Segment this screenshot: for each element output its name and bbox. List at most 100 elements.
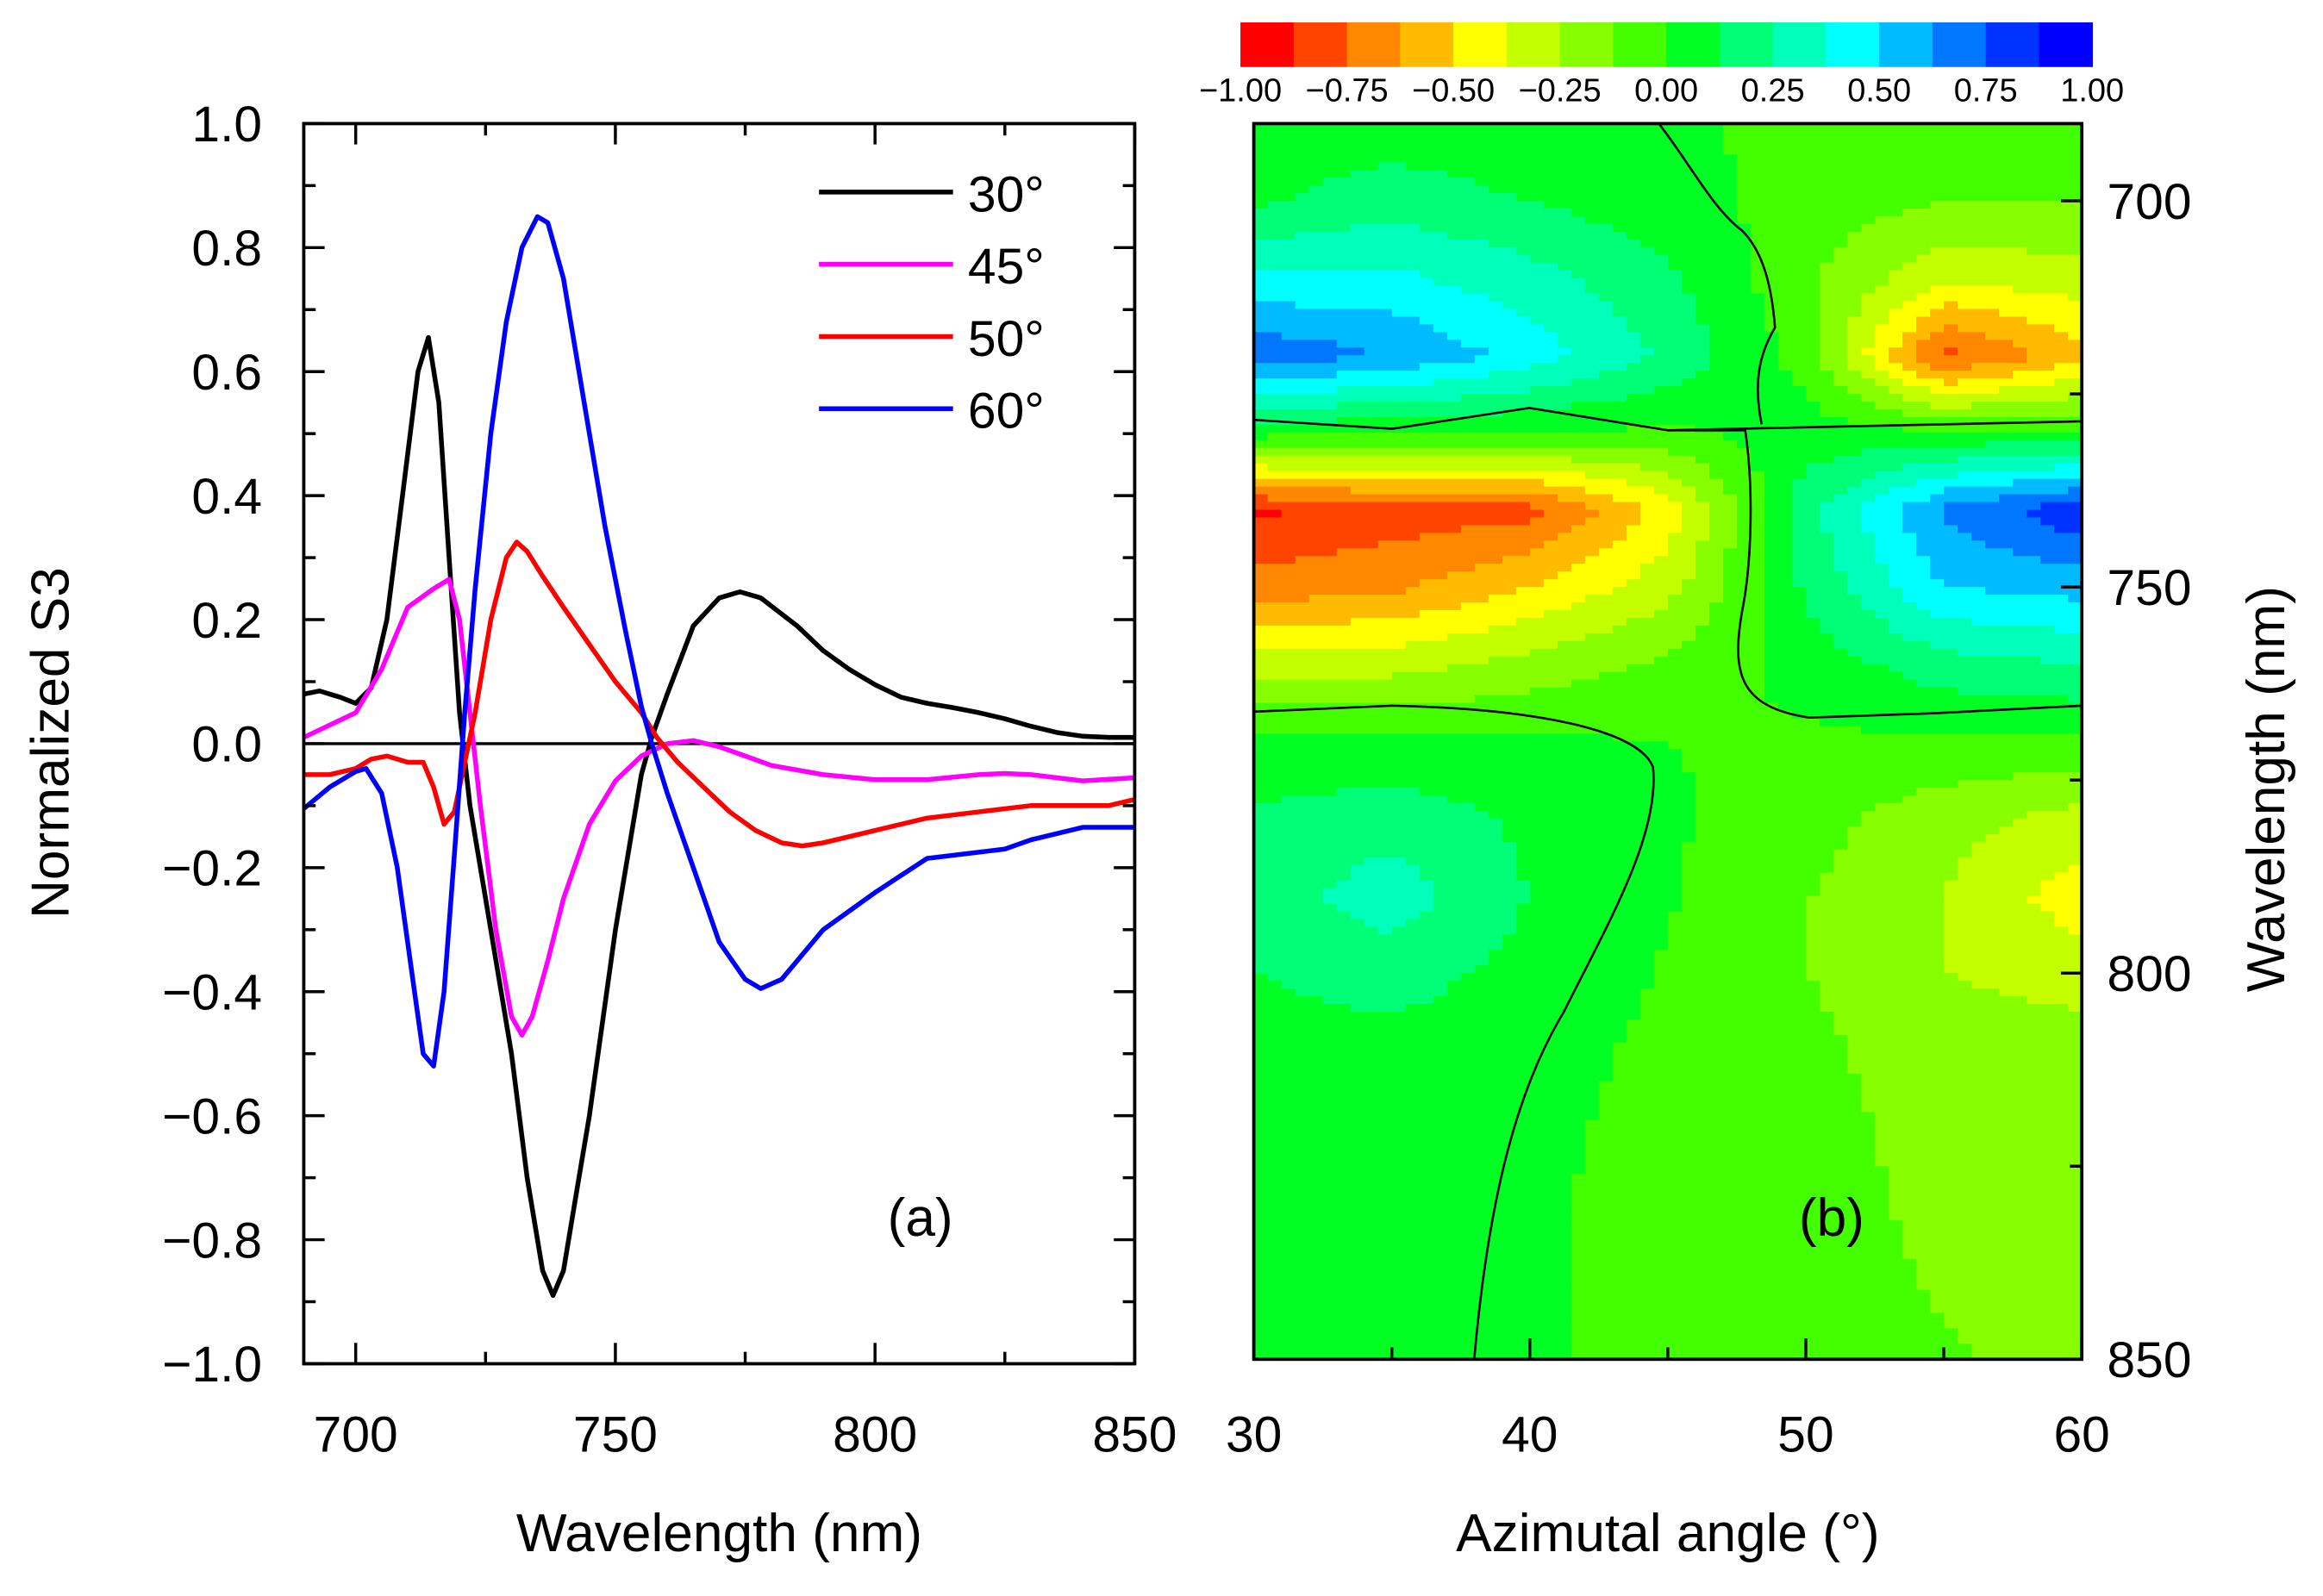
heatmap-cell [2013,772,2083,782]
heatmap-cell [1253,463,1269,472]
heatmap-cell [1253,123,1724,133]
colorbar-swatch [1932,22,1987,67]
heatmap-cell [1488,595,1586,604]
heatmap-cell [1722,486,1765,496]
contour-line [1253,407,2083,432]
heatmap-cell [1253,579,1421,589]
heatmap-cell [1708,340,1779,349]
heatmap-cell [1722,478,1765,488]
heatmap-cell [1253,363,1421,372]
heatmap-cell [1612,1057,1849,1067]
heatmap-cell [1944,301,1959,310]
heatmap-cell [1667,648,1765,658]
heatmap-cell [1902,595,2070,604]
heatmap-cell [1889,347,1918,357]
heatmap-cell [1875,378,1904,388]
heatmap-cell [1846,355,1877,365]
heatmap-cell [1364,857,1407,866]
heatmap-cell [1819,502,1863,511]
heatmap-cell [1708,363,1779,372]
heatmap-cell [1902,1250,2083,1260]
heatmap-cell [1708,609,1765,620]
heatmap-cell [1958,378,2056,388]
heatmap-cell [2040,656,2083,665]
heatmap-cell [1902,1235,2083,1244]
heatmap-cell [1681,640,1765,650]
heatmap-cell [1944,324,1959,334]
heatmap-cell [1875,1150,2083,1160]
heatmap-cell [1529,895,1683,905]
heatmap-cell [1889,309,1932,318]
heatmap-cell [1336,880,1434,889]
heatmap-cell [1529,888,1683,897]
heatmap-cell [1916,533,1973,542]
heatmap-cell [1446,571,1558,581]
heatmap-cell [1253,833,1503,843]
heatmap-cell [1875,1143,2083,1152]
heatmap-cell [1474,695,1765,704]
heatmap-cell [1612,1050,1849,1059]
heatmap-cell [1791,478,1863,488]
heatmap-cell [1833,633,1904,642]
colorbar-swatch [1666,22,1720,67]
heatmap-cell [1253,1150,1586,1160]
heatmap-cell [1875,494,1932,503]
panel-label-b: (b) [1799,1188,1864,1248]
heatmap-cell [1860,478,1918,488]
heatmap-cell [1750,277,1820,287]
heatmap-cell [1930,309,2001,318]
heatmap-cell [1667,254,1752,264]
heatmap-cell [1916,679,2083,689]
heatmap-cell [1819,872,1959,882]
heatmap-cell [1253,1135,1586,1144]
heatmap-cell [1846,571,1890,581]
heatmap-cell [1253,1026,1627,1036]
heatmap-cell [1985,440,2083,449]
colorbar-swatch [1506,22,1561,67]
heatmap-cell [1446,231,1627,240]
heatmap-cell [1833,540,1877,550]
heatmap-cell [1916,293,2070,302]
heatmap-cell [1253,640,1407,650]
heatmap-cell [1764,556,1793,565]
heatmap-cell [1488,950,1655,959]
heatmap-cell [1557,494,1614,503]
heatmap-cell [1999,494,2083,503]
heatmap-cell [1598,1081,1863,1090]
heatmap-cell [1253,1297,1572,1306]
heatmap-cell [1253,803,1476,813]
heatmap-cell [1819,981,1973,990]
heatmap-cell [1571,1197,1890,1206]
heatmap-cell [1805,911,1945,920]
heatmap-cell [2054,363,2083,372]
heatmap-cell [1488,656,1655,665]
heatmap-cell [1805,950,1945,959]
heatmap-cell [1502,556,1586,565]
heatmap-cell [1944,965,2083,975]
heatmap-cell [1958,301,2083,310]
heatmap-cell [1944,919,2056,928]
y-tick-label-a: −0.4 [162,964,262,1020]
heatmap-cell [1571,1235,1904,1244]
heatmap-cell [1930,201,2083,210]
heatmap-cell [1446,170,1738,179]
colorbar-swatch [1400,22,1454,67]
heatmap-cell [1488,957,1655,967]
heatmap-cell [1515,849,1683,858]
heatmap-cell [1598,509,1641,519]
heatmap-cell [1958,1336,2083,1345]
heatmap-cell [1557,262,1669,271]
heatmap-cell [1571,1320,1945,1330]
x-axis-title-a: Wavelength (nm) [516,1504,922,1563]
heatmap-cell [1722,564,1765,573]
heatmap-cell [1612,1042,1849,1051]
heatmap-panel-b: 30 40 50 60 700 750 800 850 (b) Azimutal angle … [1199,22,2296,1563]
heatmap-cell [1253,1181,1572,1191]
heatmap-cell [1805,463,1904,472]
heatmap-cell [1571,1205,1890,1214]
heatmap-cell [1295,988,1448,998]
heatmap-cell [1944,895,2028,905]
heatmap-cell [1833,378,1877,388]
heatmap-cell [1916,788,2083,797]
